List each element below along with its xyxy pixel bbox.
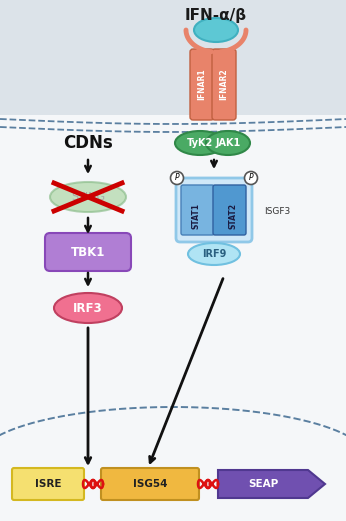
Bar (0, 0, 346, 115)
Text: IRF9: IRF9 (202, 249, 226, 259)
Text: TBK1: TBK1 (71, 245, 105, 258)
Text: ISG54: ISG54 (133, 479, 167, 489)
Polygon shape (218, 470, 325, 498)
Text: STING: STING (71, 192, 105, 202)
Ellipse shape (54, 293, 122, 323)
Text: IFNAR1: IFNAR1 (198, 69, 207, 101)
Ellipse shape (245, 171, 257, 184)
Ellipse shape (188, 243, 240, 265)
Text: ISGF3: ISGF3 (264, 207, 290, 217)
Text: CDNs: CDNs (63, 134, 113, 152)
FancyBboxPatch shape (190, 49, 214, 120)
FancyBboxPatch shape (12, 468, 84, 500)
Ellipse shape (175, 131, 225, 155)
Text: TyK2: TyK2 (187, 138, 213, 148)
Bar (0, 115, 346, 521)
Text: STAT2: STAT2 (228, 203, 237, 229)
Text: SEAP: SEAP (248, 479, 278, 489)
Text: JAK1: JAK1 (215, 138, 240, 148)
Ellipse shape (171, 171, 183, 184)
Ellipse shape (194, 18, 238, 42)
FancyBboxPatch shape (101, 468, 199, 500)
FancyBboxPatch shape (181, 185, 214, 235)
Text: ISRE: ISRE (35, 479, 61, 489)
Text: P: P (249, 173, 253, 182)
Text: IFN-α/β: IFN-α/β (185, 8, 247, 23)
Ellipse shape (50, 182, 126, 212)
FancyBboxPatch shape (212, 49, 236, 120)
FancyBboxPatch shape (213, 185, 246, 235)
FancyBboxPatch shape (176, 178, 252, 242)
FancyBboxPatch shape (45, 233, 131, 271)
Text: IRF3: IRF3 (73, 302, 103, 315)
Text: P: P (175, 173, 179, 182)
Text: STAT1: STAT1 (191, 203, 200, 229)
Text: IFNAR2: IFNAR2 (219, 69, 228, 101)
Ellipse shape (206, 131, 250, 155)
